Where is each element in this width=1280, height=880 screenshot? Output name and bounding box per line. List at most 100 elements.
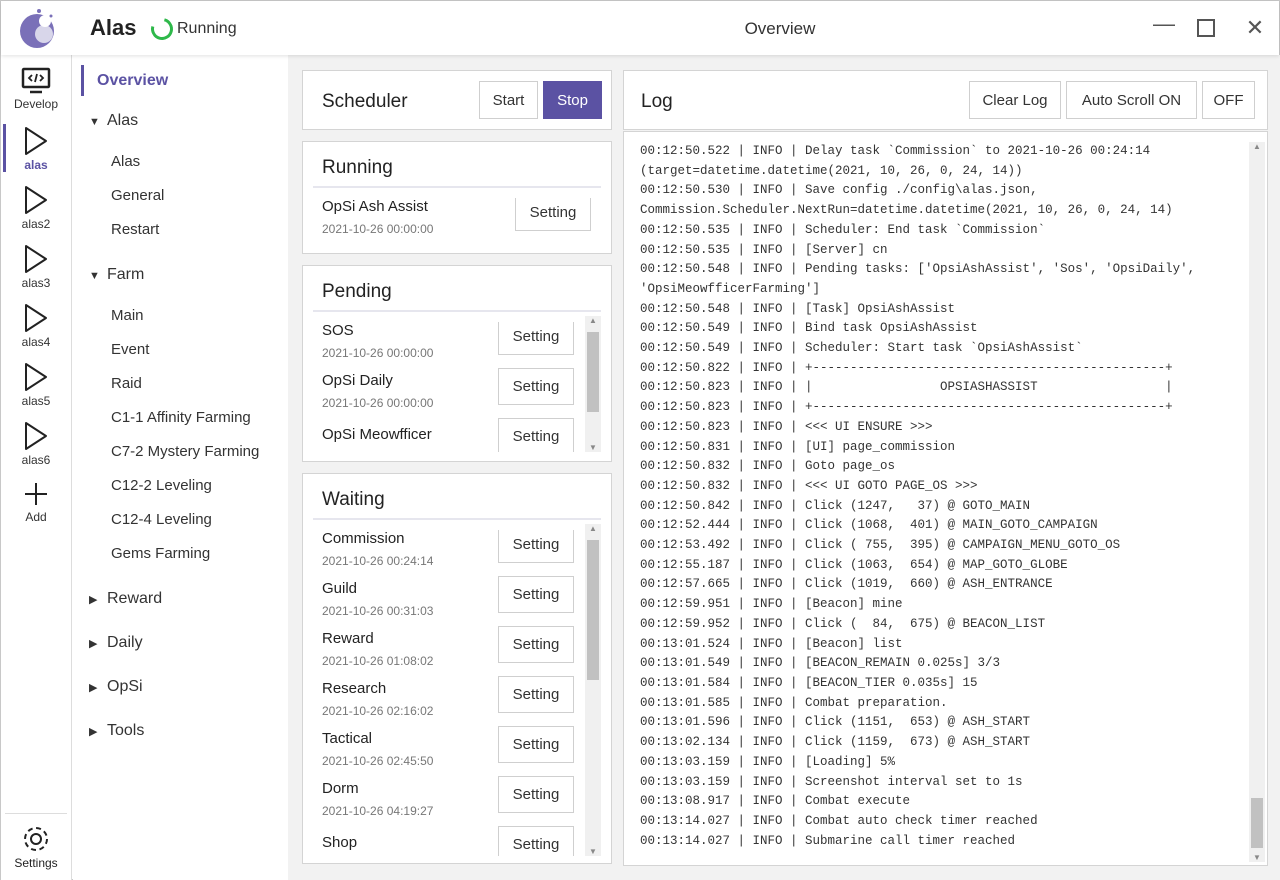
gear-icon — [5, 822, 67, 856]
nav-item-raid[interactable]: Raid — [111, 375, 142, 392]
task-name: Shop — [322, 834, 358, 851]
setting-button[interactable]: Setting — [498, 826, 574, 856]
log-line: 00:12:50.549 | INFO | Scheduler: Start t… — [640, 341, 1083, 356]
nav-item-c12-2-leveling[interactable]: C12-2 Leveling — [111, 477, 212, 494]
task-item: Research 2021-10-26 02:16:02 Setting — [303, 676, 593, 730]
log-line: (target=datetime.datetime(2021, 10, 26, … — [640, 163, 1023, 178]
sidebar-item-alas6[interactable]: alas6 — [1, 415, 71, 473]
task-time: 2021-10-26 00:00:00 — [322, 396, 434, 410]
sidebar-item-add[interactable]: Add — [1, 474, 71, 532]
task-item: SOS 2021-10-26 00:00:00 Setting — [303, 322, 593, 372]
setting-button[interactable]: Setting — [498, 368, 574, 405]
task-name: Commission — [322, 530, 405, 547]
play-icon — [1, 421, 71, 451]
task-time: 2021-10-26 00:31:03 — [322, 604, 434, 618]
log-line: 00:12:50.822 | INFO | +-----------------… — [640, 360, 1173, 375]
auto-scroll-on-button[interactable]: Auto Scroll ON — [1066, 81, 1197, 119]
triangle-right-icon: ▶ — [89, 638, 98, 650]
nav-item-c12-4-leveling[interactable]: C12-4 Leveling — [111, 511, 212, 528]
setting-button[interactable]: Setting — [498, 576, 574, 613]
setting-button[interactable]: Setting — [498, 626, 574, 663]
log-line: 00:12:50.842 | INFO | Click (1247, 37) @… — [640, 498, 1031, 513]
play-icon — [1, 126, 71, 156]
maximize-icon[interactable] — [1197, 19, 1215, 37]
nav-item-alas[interactable]: Alas — [111, 153, 141, 170]
log-line: 00:12:50.823 | INFO | +-----------------… — [640, 400, 1173, 415]
nav-item-c1-1-affinity-farming[interactable]: C1-1 Affinity Farming — [111, 409, 251, 426]
task-name: Tactical — [322, 730, 373, 747]
task-name: Research — [322, 680, 387, 697]
task-time: 2021-10-26 04:19:27 — [322, 804, 434, 818]
setting-button[interactable]: Setting — [498, 726, 574, 763]
waiting-scrollbar[interactable]: ▲ ▼ — [585, 524, 601, 856]
setting-button[interactable]: Setting — [515, 198, 591, 231]
main-content: Scheduler Start Stop Running OpSi Ash As… — [288, 55, 1280, 880]
nav-overview[interactable]: Overview — [81, 65, 168, 96]
nav-item-event[interactable]: Event — [111, 341, 150, 358]
log-line: 00:13:14.027 | INFO | Submarine call tim… — [640, 833, 1016, 848]
log-line: 00:13:01.549 | INFO | [BEACON_REMAIN 0.0… — [640, 656, 1001, 671]
setting-button[interactable]: Setting — [498, 776, 574, 813]
nav-group-farm[interactable]: ▼ Farm — [89, 266, 144, 284]
setting-button[interactable]: Setting — [498, 530, 574, 563]
nav-group-opsi[interactable]: ▶ OpSi — [89, 678, 143, 696]
nav-group-daily[interactable]: ▶ Daily — [89, 634, 143, 652]
task-item: Guild 2021-10-26 00:31:03 Setting — [303, 576, 593, 630]
pending-card: Pending SOS 2021-10-26 00:00:00 Setting OpS… — [302, 265, 612, 462]
sidebar-item-label: alas2 — [21, 217, 51, 231]
app-name: Alas — [90, 15, 137, 40]
log-line: 00:12:55.187 | INFO | Click (1063, 654) … — [640, 557, 1068, 572]
nav-item-general[interactable]: General — [111, 187, 165, 204]
nav-item-main[interactable]: Main — [111, 307, 144, 324]
log-line: 00:12:50.548 | INFO | Pending tasks: ['O… — [640, 262, 1196, 277]
sidebar-item-alas5[interactable]: alas5 — [1, 356, 71, 414]
instance-sidebar: Develop alas alas2 alas3 alas4 alas5 alas6 Add S… — [1, 55, 72, 880]
sidebar-item-label: Add — [25, 510, 47, 524]
nav-group-tools[interactable]: ▶ Tools — [89, 722, 144, 740]
scheduler-title: Scheduler — [322, 91, 408, 112]
task-item: Tactical 2021-10-26 02:45:50 Setting — [303, 726, 593, 780]
code-monitor-icon — [1, 67, 71, 95]
log-line: 00:12:50.823 | INFO | <<< UI ENSURE >>> — [640, 419, 933, 434]
sidebar-item-label: alas — [24, 158, 48, 172]
running-card: Running OpSi Ash Assist 2021-10-26 00:00:… — [302, 141, 612, 254]
task-name: Reward — [322, 630, 374, 647]
pending-scrollbar[interactable]: ▲ ▼ — [585, 316, 601, 452]
title-bar: Alas Running Overview — ✕ — [1, 1, 1279, 55]
task-time: 2021-10-26 02:45:50 — [322, 754, 434, 768]
task-time: 2021-10-26 02:16:02 — [322, 704, 434, 718]
sidebar-item-alas2[interactable]: alas2 — [1, 179, 71, 237]
task-name: SOS — [322, 322, 354, 339]
setting-button[interactable]: Setting — [498, 418, 574, 452]
sidebar-item-alas4[interactable]: alas4 — [1, 297, 71, 355]
nav-group-reward[interactable]: ▶ Reward — [89, 590, 162, 608]
minimize-icon[interactable]: — — [1153, 11, 1175, 36]
nav-item-c7-2-mystery-farming[interactable]: C7-2 Mystery Farming — [111, 443, 260, 460]
log-line: 00:13:03.159 | INFO | [Loading] 5% — [640, 754, 896, 769]
start-button[interactable]: Start — [479, 81, 538, 119]
log-line: 00:12:50.549 | INFO | Bind task OpsiAshA… — [640, 321, 978, 336]
sidebar-item-develop[interactable]: Develop — [1, 61, 71, 119]
clear-log-button[interactable]: Clear Log — [969, 81, 1061, 119]
triangle-right-icon: ▶ — [89, 726, 98, 738]
log-line: 00:12:50.535 | INFO | [Server] cn — [640, 242, 888, 257]
settings-button[interactable]: Settings — [5, 813, 67, 879]
setting-button[interactable]: Setting — [498, 676, 574, 713]
log-line: 00:12:59.952 | INFO | Click ( 84, 675) @… — [640, 616, 1046, 631]
setting-button[interactable]: Setting — [498, 322, 574, 355]
auto-scroll-off-button[interactable]: OFF — [1202, 81, 1255, 119]
nav-group-alas[interactable]: ▼ Alas — [89, 112, 138, 130]
play-icon — [1, 244, 71, 274]
close-icon[interactable]: ✕ — [1245, 15, 1265, 40]
nav-item-restart[interactable]: Restart — [111, 221, 160, 238]
task-time: 2021-10-26 00:00:00 — [322, 346, 434, 360]
nav-menu: Overview ▼ Alas Alas General Restart ▼ Farm Mai… — [73, 55, 288, 880]
log-line: 00:13:02.134 | INFO | Click (1159, 673) … — [640, 735, 1031, 750]
nav-item-gems-farming[interactable]: Gems Farming — [111, 545, 211, 562]
log-scrollbar[interactable]: ▲ ▼ — [1249, 142, 1265, 862]
sidebar-item-alas3[interactable]: alas3 — [1, 238, 71, 296]
log-line: 00:12:50.522 | INFO | Delay task `Commis… — [640, 144, 1151, 158]
stop-button[interactable]: Stop — [543, 81, 602, 119]
sidebar-item-alas[interactable]: alas — [1, 120, 71, 178]
log-line: 00:12:57.665 | INFO | Click (1019, 660) … — [640, 577, 1053, 592]
